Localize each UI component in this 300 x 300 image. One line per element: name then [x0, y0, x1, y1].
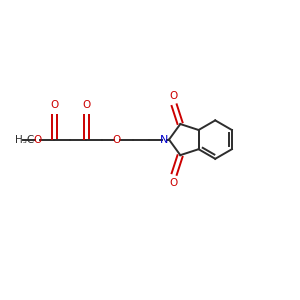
Text: O: O [82, 100, 91, 110]
Text: H₃C: H₃C [15, 135, 34, 145]
Text: O: O [112, 135, 121, 145]
Text: O: O [170, 178, 178, 188]
Text: N: N [160, 135, 169, 145]
Text: O: O [33, 135, 41, 145]
Text: O: O [50, 100, 58, 110]
Text: O: O [170, 91, 178, 101]
